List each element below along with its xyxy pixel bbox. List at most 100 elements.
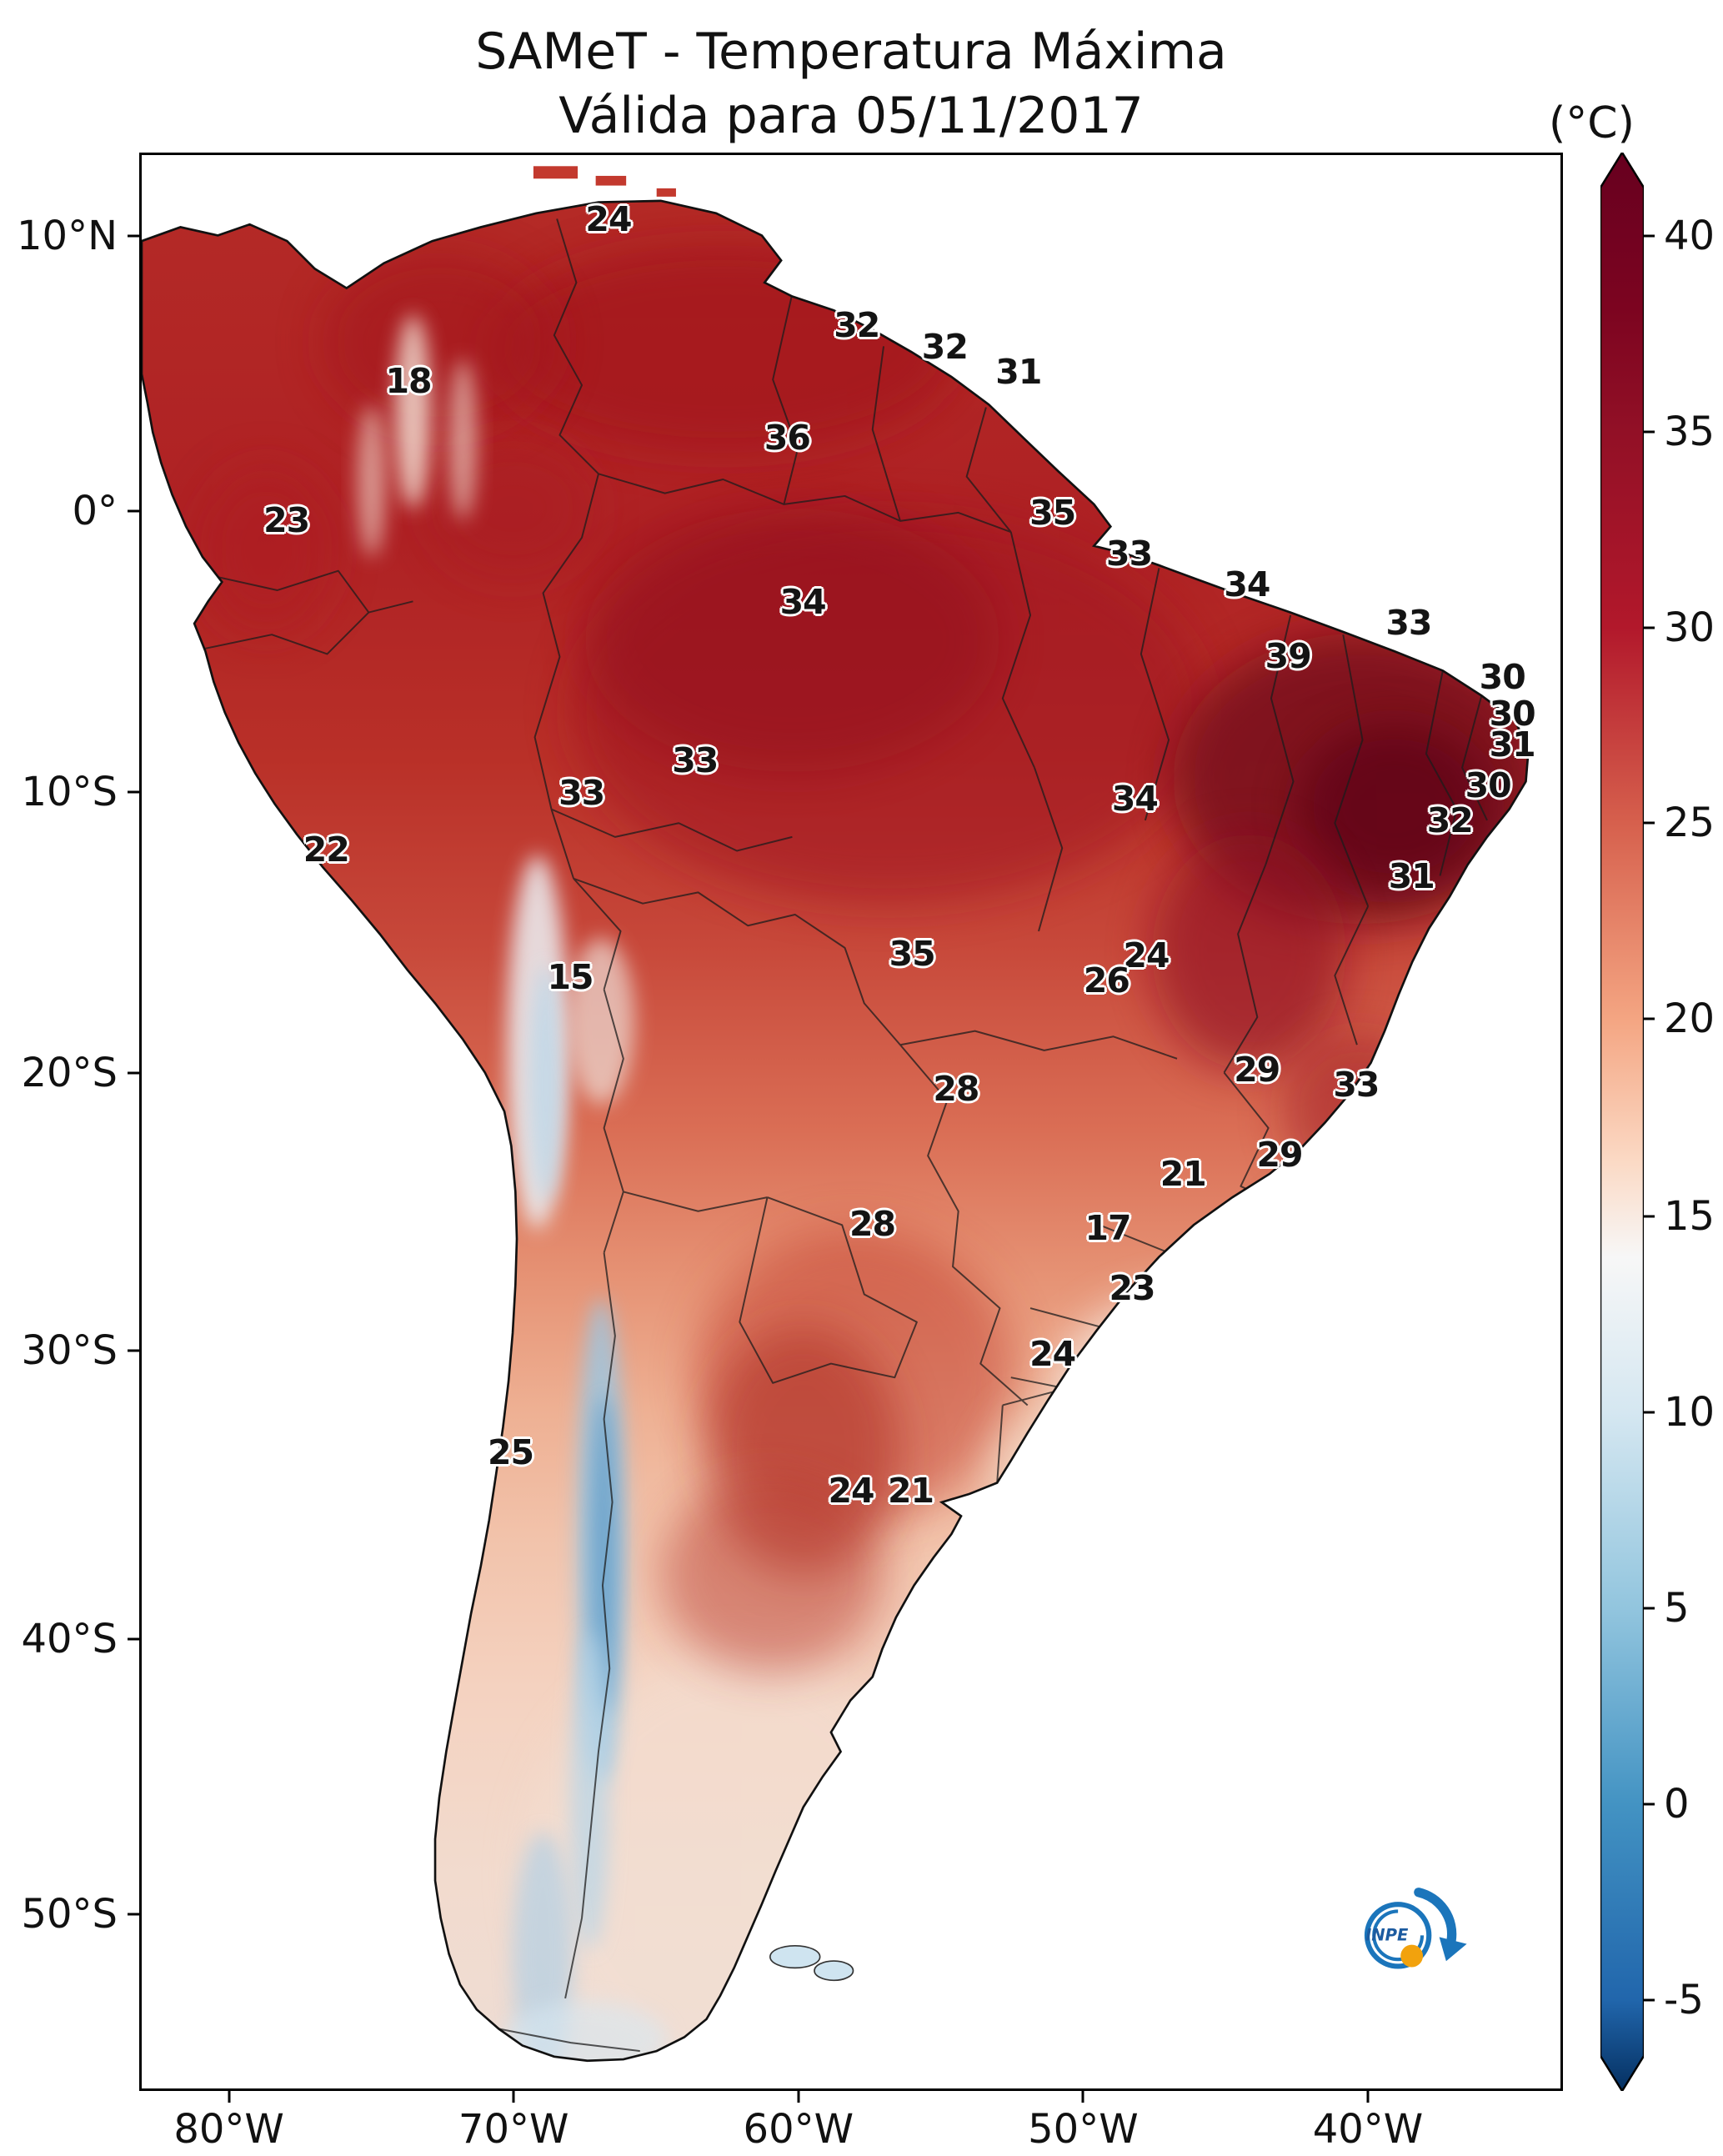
temperature-label: 29 [1256, 1134, 1303, 1175]
temperature-label: 23 [263, 500, 310, 541]
longitude-tick-mark [512, 2091, 515, 2103]
latitude-tick-label: 20°S [21, 1050, 118, 1097]
temperature-label: 26 [1083, 960, 1130, 1001]
temperature-label: 35 [889, 933, 936, 974]
chart-title-line2: Válida para 05/11/2017 [558, 86, 1144, 145]
temperature-label: 34 [1111, 779, 1159, 820]
latitude-tick-label: 10°S [21, 769, 118, 816]
colorbar-tick-mark [1644, 234, 1655, 238]
longitude-tick-mark [228, 2091, 231, 2103]
colorbar-bar [1600, 153, 1644, 2091]
colorbar-tick-mark [1644, 1803, 1655, 1806]
colorbar-tick-mark [1644, 430, 1655, 434]
colorbar-tick-mark [1644, 1411, 1655, 1414]
latitude-tick-mark [128, 234, 139, 238]
map-plot-area: 24 32 32 31 18 36 35 23 33 34 34 33 39 30 30 31 33 30 33 34… [139, 153, 1563, 2091]
temperature-label: 36 [764, 417, 811, 458]
temperature-label: 32 [921, 326, 969, 367]
longitude-tick-label: 80°W [173, 2106, 284, 2153]
logo-arrowhead [1439, 1937, 1467, 1962]
colorbar-tick-label: 30 [1664, 604, 1715, 651]
temperature-label: 33 [1106, 533, 1153, 574]
temperature-label: 18 [385, 361, 432, 402]
caribbean-islands [533, 166, 676, 197]
colorbar-tick-label: 20 [1664, 995, 1715, 1043]
colorbar-tick-mark [1644, 1017, 1655, 1020]
colorbar-tick-mark [1644, 1215, 1655, 1218]
temperature-label: 35 [1029, 493, 1076, 533]
latitude-tick-label: 10°N [17, 212, 118, 259]
temperature-label: 15 [547, 956, 594, 997]
latitude-tick-mark [128, 509, 139, 513]
temperature-label: 21 [887, 1471, 934, 1512]
latitude-tick-label: 0° [72, 488, 118, 535]
inpe-logo: INPE [1340, 1880, 1477, 2001]
temperature-label: 17 [1084, 1208, 1132, 1249]
longitude-tick-mark [797, 2091, 800, 2103]
temperature-label: 30 [1465, 765, 1512, 805]
latitude-tick-label: 40°S [21, 1616, 118, 1663]
longitude-tick-label: 60°W [743, 2106, 854, 2153]
x-axis: 80°W 70°W 60°W 50°W 40°W [139, 2091, 1563, 2156]
south-america-map [142, 166, 1530, 2063]
temperature-label: 33 [672, 740, 719, 780]
temperature-label: 24 [1029, 1333, 1076, 1374]
longitude-tick-label: 50°W [1028, 2106, 1139, 2153]
colorbar-tick-mark [1644, 626, 1655, 629]
temperature-label: 39 [1265, 635, 1312, 676]
temperature-label: 34 [779, 581, 827, 622]
temperature-label: 25 [487, 1432, 534, 1473]
colorbar-axis: 40 35 30 25 20 15 10 5 0 -5 [1644, 153, 1723, 2091]
colorbar-tick-label: -5 [1664, 1976, 1704, 2023]
south-atlantic-islands [769, 1944, 854, 1982]
longitude-tick-mark [1081, 2091, 1084, 2103]
temperature-label: 32 [834, 305, 880, 346]
temperature-label: 33 [1333, 1065, 1380, 1106]
latitude-tick-mark [128, 790, 139, 794]
logo-text: INPE [1365, 1926, 1409, 1945]
latitude-tick-mark [128, 1637, 139, 1641]
colorbar-tick-mark [1644, 1998, 1655, 2002]
colorbar-tick-mark [1644, 821, 1655, 825]
temperature-label: 21 [1160, 1154, 1207, 1195]
colorbar-tick-label: 40 [1664, 212, 1715, 259]
colorbar [1600, 153, 1644, 2091]
inpe-logo-graphic: INPE [1364, 1888, 1467, 1969]
latitude-tick-label: 50°S [21, 1891, 118, 1938]
colorbar-tick-label: 0 [1664, 1780, 1690, 1828]
longitude-tick-label: 40°W [1312, 2106, 1424, 2153]
temperature-label: 22 [303, 829, 350, 870]
latitude-tick-mark [128, 1071, 139, 1075]
logo-circle [1364, 1902, 1432, 1969]
temperature-label: 31 [1489, 725, 1536, 765]
latitude-tick-mark [128, 1349, 139, 1352]
station-labels-layer: 24 32 32 31 18 36 35 23 33 34 34 33 39 30 30 31 33 30 33 34… [142, 155, 1560, 2088]
temperature-label: 24 [1123, 935, 1170, 976]
colorbar-tick-label: 5 [1664, 1585, 1690, 1632]
temperature-label: 24 [828, 1471, 874, 1512]
latitude-tick-label: 30°S [21, 1326, 118, 1374]
latitude-tick-mark [128, 1913, 139, 1916]
colorbar-graphic [1600, 153, 1644, 2091]
temperature-label: 29 [1234, 1049, 1280, 1090]
temperature-label: 28 [849, 1204, 896, 1245]
colorbar-tick-label: 25 [1664, 800, 1715, 847]
chart-title: SAMeT - Temperatura Máxima Válida para 0… [139, 20, 1563, 148]
temperature-label: 30 [1479, 657, 1526, 698]
temperature-label: 31 [995, 351, 1042, 392]
temperature-label: 32 [1426, 800, 1474, 840]
temperature-label: 24 [585, 198, 632, 239]
colorbar-tick-mark [1644, 1607, 1655, 1610]
chart-title-line1: SAMeT - Temperatura Máxima [475, 23, 1227, 81]
longitude-tick-mark [1366, 2091, 1370, 2103]
temperature-label: 33 [1385, 603, 1432, 644]
colorbar-unit-label: (°C) [1549, 98, 1635, 148]
temperature-label: 28 [933, 1069, 979, 1110]
colorbar-tick-label: 15 [1664, 1193, 1715, 1241]
temperature-label: 34 [1224, 564, 1270, 604]
y-axis: 10°N 0° 10°S 20°S 30°S 40°S 50°S [0, 153, 139, 2091]
longitude-tick-label: 70°W [458, 2106, 569, 2153]
temperature-label: 31 [1388, 855, 1435, 896]
colorbar-tick-label: 35 [1664, 408, 1715, 455]
